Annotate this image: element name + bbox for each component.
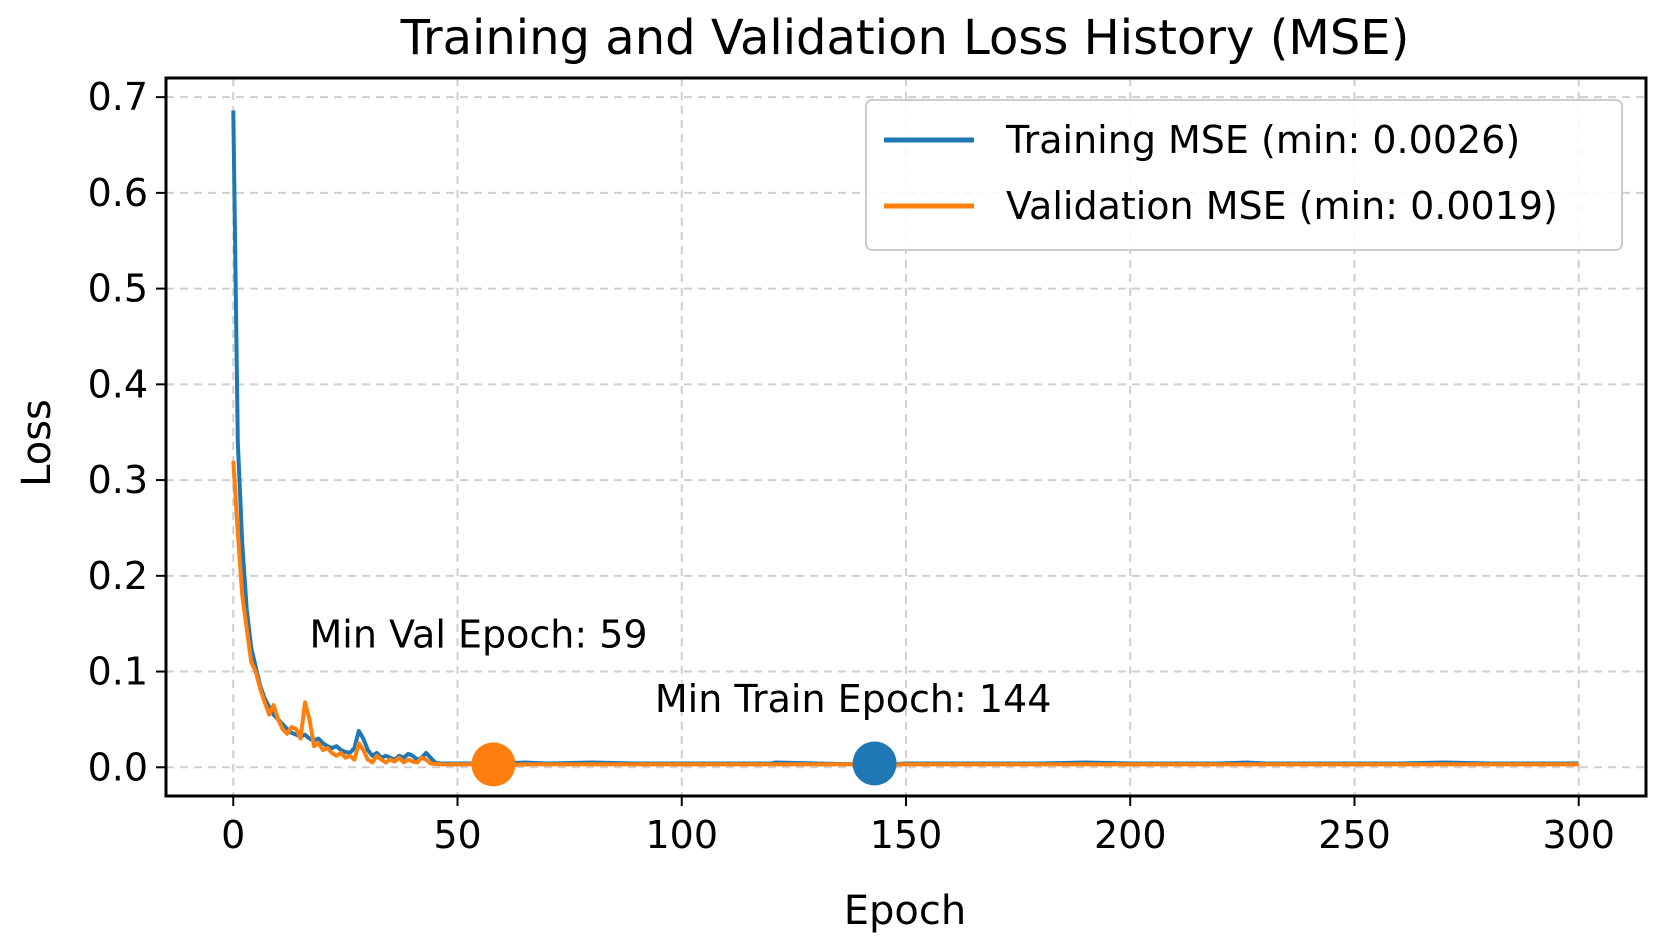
legend-label: Training MSE (min: 0.0026) xyxy=(1005,118,1520,162)
x-tick-label: 300 xyxy=(1542,813,1615,857)
x-axis-label: Epoch xyxy=(844,888,966,934)
x-tick-label: 200 xyxy=(1094,813,1167,857)
series-layer xyxy=(231,110,1579,768)
x-tick-label: 50 xyxy=(433,813,481,857)
min-val-epoch-marker xyxy=(471,742,516,787)
y-tick-label: 0.6 xyxy=(88,171,148,215)
y-tick-label: 0.1 xyxy=(88,650,148,694)
x-tick-label: 100 xyxy=(645,813,718,857)
annotation: Min Val Epoch: 59 xyxy=(310,613,648,657)
y-axis-label: Loss xyxy=(14,399,60,487)
chart-title: Training and Validation Loss History (MS… xyxy=(400,10,1410,66)
x-tick-label: 0 xyxy=(221,813,245,857)
y-tick-label: 0.3 xyxy=(88,458,148,502)
series-line-validation xyxy=(231,460,1579,768)
annotation: Min Train Epoch: 144 xyxy=(655,677,1052,721)
x-tick-label: 150 xyxy=(870,813,943,857)
y-axis: 0.0 0.1 0.2 0.3 0.4 0.5 0.6 0.7 xyxy=(88,75,166,789)
x-tick-label: 250 xyxy=(1318,813,1391,857)
legend-label: Validation MSE (min: 0.0019) xyxy=(1006,184,1558,228)
y-tick-label: 0.0 xyxy=(88,745,148,789)
legend-box xyxy=(865,99,1623,251)
y-tick-label: 0.7 xyxy=(88,75,148,119)
y-tick-label: 0.5 xyxy=(88,267,148,311)
y-tick-label: 0.2 xyxy=(88,554,148,598)
x-axis: 0 50 100 150 200 250 300 xyxy=(221,796,1615,857)
markers-layer xyxy=(471,741,897,787)
legend: Training MSE (min: 0.0026) Validation MSE… xyxy=(865,99,1623,251)
y-tick-label: 0.4 xyxy=(88,362,148,406)
min-train-epoch-marker xyxy=(852,741,897,786)
